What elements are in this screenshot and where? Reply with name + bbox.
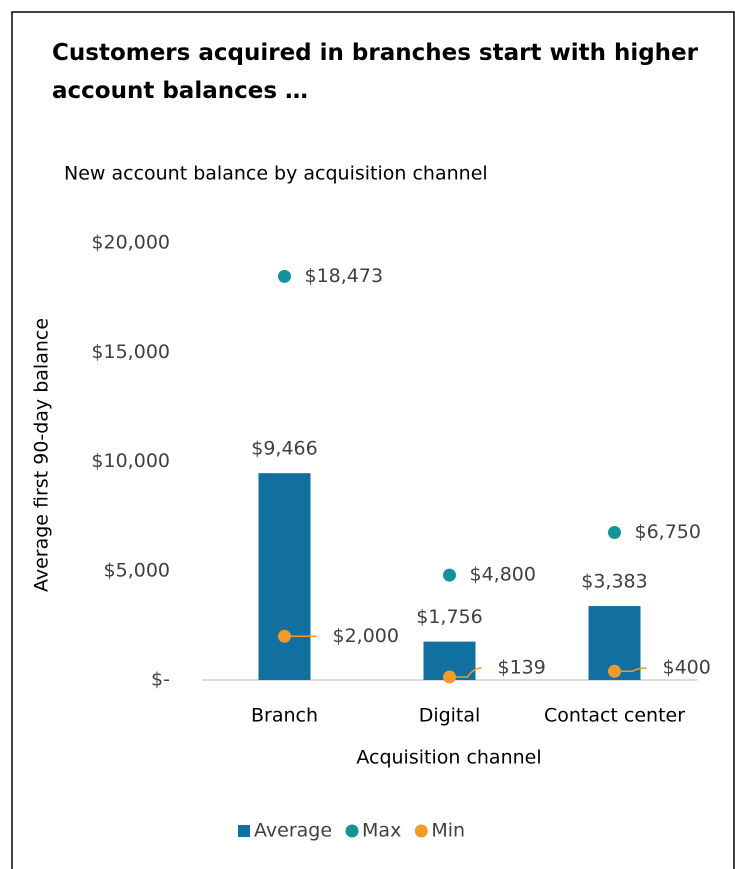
point — [278, 629, 291, 643]
bar — [258, 473, 311, 680]
data-label: $18,473 — [305, 265, 384, 287]
data-label: $400 — [663, 657, 711, 679]
y-tick-label: $20,000 — [91, 232, 170, 254]
x-axis-label: Acquisition channel — [356, 747, 541, 769]
data-label: $6,750 — [635, 521, 701, 543]
data-label: $9,466 — [251, 438, 317, 460]
data-label: $2,000 — [333, 625, 399, 647]
x-tick-label: Branch — [251, 705, 318, 727]
leader-line — [449, 667, 482, 678]
point — [443, 568, 456, 582]
point — [278, 269, 291, 283]
data-label: $1,756 — [416, 606, 482, 628]
y-tick-label: $5,000 — [104, 559, 170, 581]
data-label: $3,383 — [581, 571, 647, 593]
legend-label: Min — [431, 820, 465, 842]
data-label: $139 — [498, 657, 546, 679]
legend-label: Max — [362, 820, 401, 842]
leader-line — [614, 667, 647, 673]
data-label: $4,800 — [470, 564, 536, 586]
y-tick-label: $- — [151, 669, 170, 691]
chart-subtitle: New account balance by acquisition chann… — [64, 163, 488, 185]
chart-title: Customers acquired in branches start wit… — [52, 40, 698, 104]
x-tick-label: Contact center — [544, 705, 685, 727]
x-tick-label: Digital — [419, 705, 481, 727]
point — [608, 664, 621, 678]
y-tick-label: $15,000 — [91, 341, 170, 363]
legend-swatch — [414, 824, 428, 838]
point — [608, 526, 621, 540]
legend-swatch — [345, 824, 359, 838]
y-axis-label: Average first 90-day balance — [31, 318, 53, 592]
legend-swatch — [238, 825, 250, 837]
legend-label: Average — [254, 820, 332, 842]
point — [443, 670, 456, 684]
y-tick-label: $10,000 — [91, 450, 170, 472]
frame — [11, 11, 735, 869]
